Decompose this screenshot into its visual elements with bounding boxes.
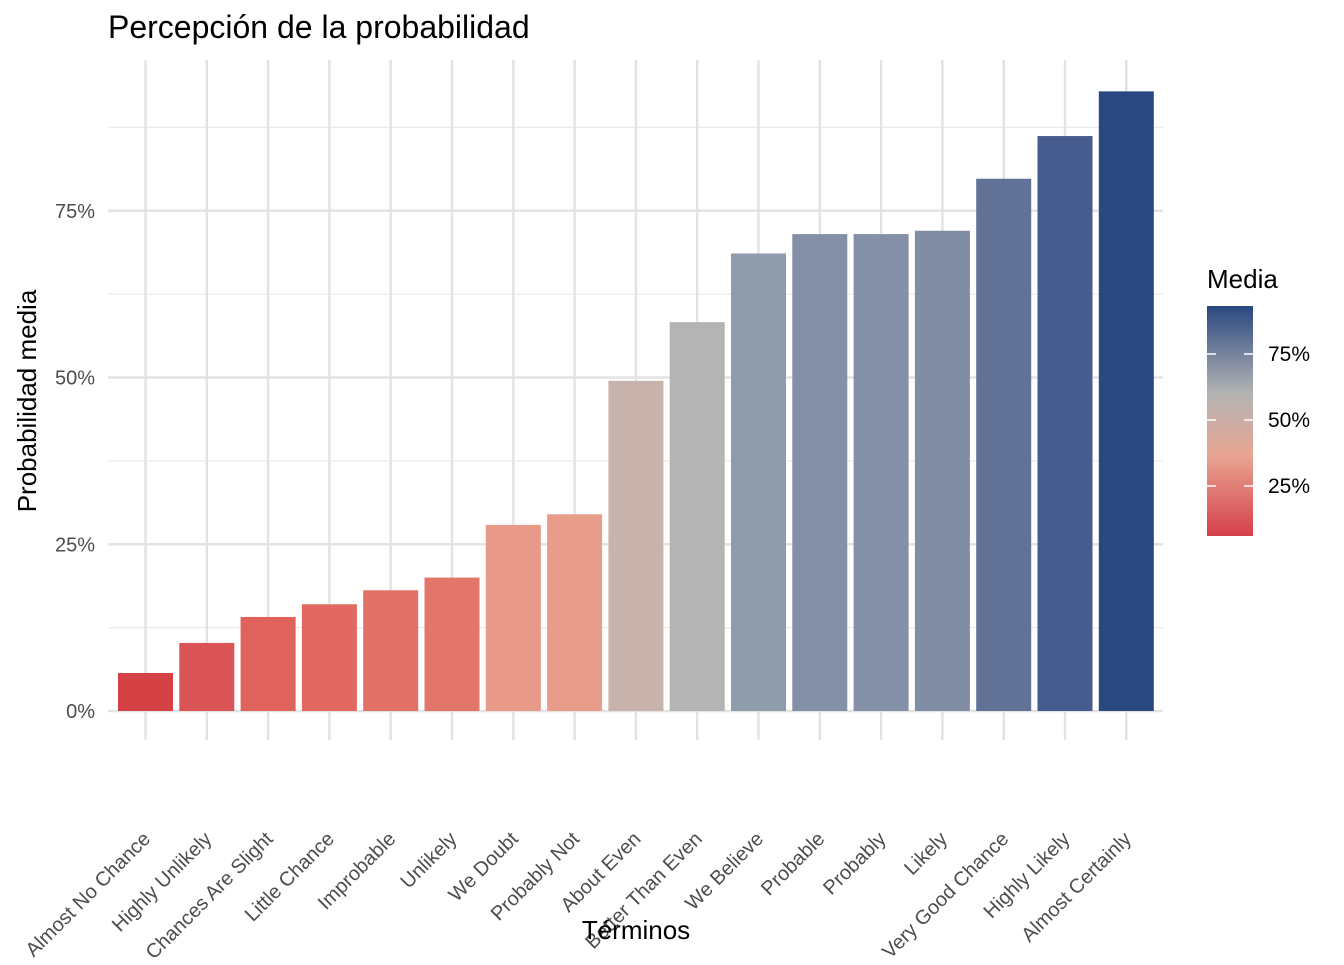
bar [1038, 136, 1093, 711]
y-axis-label: Probabilidad media [12, 289, 42, 512]
bar [792, 234, 847, 711]
bar [670, 322, 725, 711]
bar [547, 514, 602, 711]
bar [1099, 91, 1154, 711]
x-tick-label: Probably [819, 828, 890, 899]
bar [915, 231, 970, 711]
legend: Media 75% 50% 25% [1207, 264, 1310, 536]
chart-title: Percepción de la probabilidad [108, 9, 530, 45]
legend-label: 25% [1268, 475, 1310, 498]
y-tick-label: 50% [55, 368, 95, 390]
bar [976, 179, 1031, 711]
x-tick-label: Almost Certainly [1017, 828, 1136, 947]
bar [118, 673, 173, 711]
legend-colorbar [1207, 306, 1253, 536]
bar [731, 253, 786, 711]
legend-title: Media [1207, 264, 1278, 294]
bar [241, 617, 296, 711]
bar [608, 381, 663, 711]
x-tick-label: Likely [900, 828, 952, 880]
legend-label: 50% [1268, 409, 1310, 432]
y-axis-ticks: 0% 25% 50% 75% [55, 201, 95, 723]
x-axis-label: Términos [582, 915, 690, 945]
y-tick-label: 25% [55, 534, 95, 556]
bar [363, 590, 418, 711]
x-tick-label: Probable [757, 828, 829, 900]
bar [854, 234, 909, 711]
bar [486, 525, 541, 711]
bar [302, 604, 357, 711]
legend-label: 75% [1268, 343, 1310, 366]
bar [425, 578, 480, 711]
y-tick-label: 0% [66, 701, 95, 723]
bar [179, 643, 234, 711]
y-tick-label: 75% [55, 201, 95, 223]
